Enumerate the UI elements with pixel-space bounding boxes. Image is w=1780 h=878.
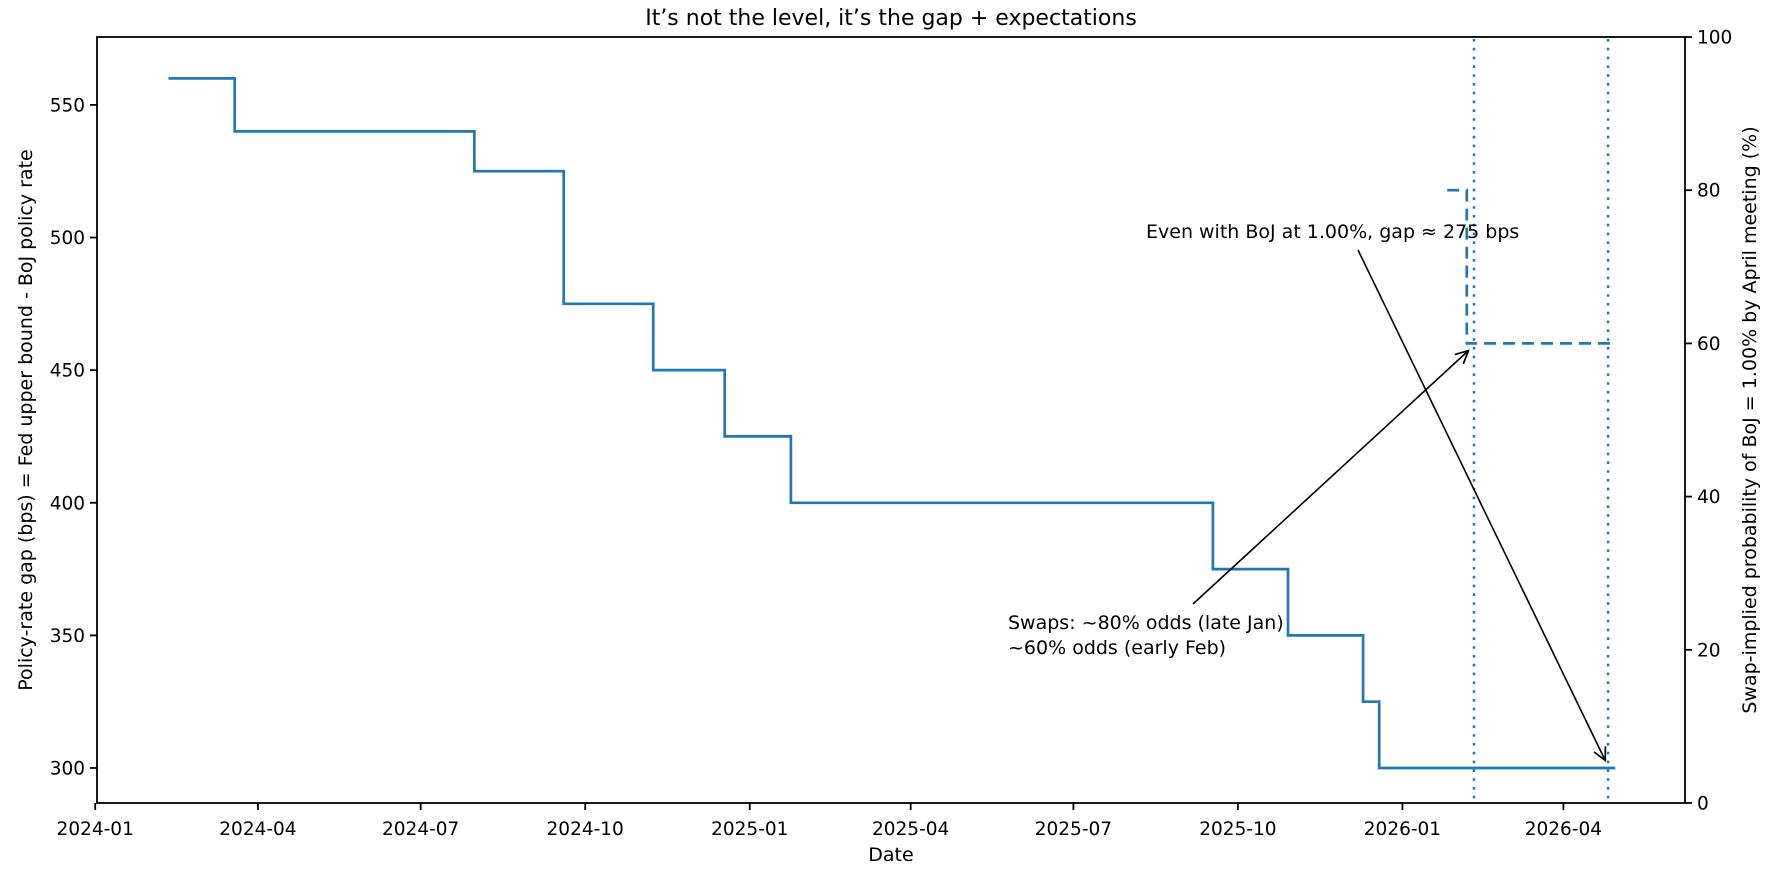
chart-title: It’s not the level, it’s the gap + expec… xyxy=(645,6,1137,31)
y-left-tick-label: 450 xyxy=(50,361,85,382)
y-right-tick-label: 100 xyxy=(1697,28,1732,49)
x-tick-label: 2025-01 xyxy=(711,819,788,840)
y-right-tick-label: 60 xyxy=(1697,334,1721,355)
y-left-tick-label: 300 xyxy=(50,758,85,779)
annotation-gap-text: Even with BoJ at 1.00%, gap ≈ 275 bps xyxy=(1146,221,1519,243)
x-tick-label: 2024-01 xyxy=(57,819,134,840)
y-right-tick-label: 40 xyxy=(1697,487,1721,508)
y-right-tick-label: 80 xyxy=(1697,181,1721,202)
policy-rate-gap-line xyxy=(168,77,1616,770)
x-tick-label: 2024-07 xyxy=(382,819,459,840)
x-tick-label: 2026-01 xyxy=(1364,819,1441,840)
y-left-tick-label: 350 xyxy=(50,626,85,647)
y-left-tick-label: 550 xyxy=(50,95,85,116)
x-tick-label: 2026-04 xyxy=(1525,819,1602,840)
x-tick-label: 2025-07 xyxy=(1035,819,1112,840)
x-axis-label: Date xyxy=(868,844,914,866)
y-right-tick-label: 20 xyxy=(1697,640,1721,661)
annotation-swaps-text: Swaps: ~80% odds (late Jan) ~60% odds (ea… xyxy=(1008,612,1284,659)
x-tick-label: 2025-10 xyxy=(1199,819,1276,840)
y-right-tick-label: 0 xyxy=(1697,794,1709,815)
annotation-swaps-arrow xyxy=(1192,349,1470,605)
y-left-tick-label: 400 xyxy=(50,493,85,514)
swap-implied-probability-line xyxy=(1447,188,1614,345)
x-tick-label: 2024-10 xyxy=(547,819,624,840)
y-left-tick-label: 500 xyxy=(50,228,85,249)
x-tick-label: 2025-04 xyxy=(872,819,949,840)
axes-box xyxy=(96,36,1686,804)
x-tick-label: 2024-04 xyxy=(219,819,296,840)
annotation-gap-arrow xyxy=(1357,249,1607,763)
